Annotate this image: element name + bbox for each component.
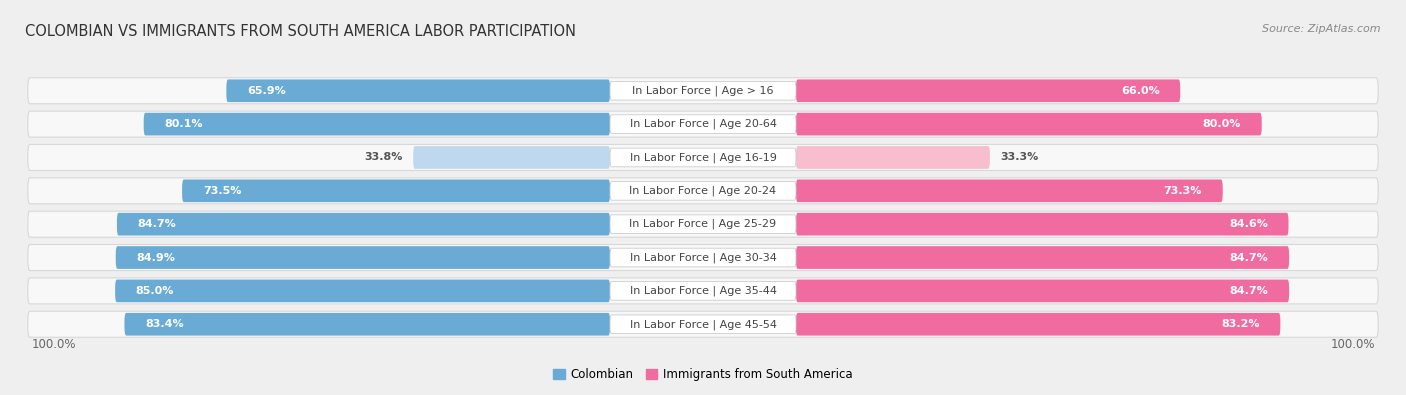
FancyBboxPatch shape — [796, 179, 1223, 202]
FancyBboxPatch shape — [117, 213, 610, 235]
FancyBboxPatch shape — [610, 115, 796, 134]
FancyBboxPatch shape — [610, 181, 796, 200]
FancyBboxPatch shape — [610, 81, 796, 100]
Text: 84.7%: 84.7% — [138, 219, 176, 229]
FancyBboxPatch shape — [796, 146, 990, 169]
FancyBboxPatch shape — [143, 113, 610, 135]
Text: 65.9%: 65.9% — [247, 86, 285, 96]
FancyBboxPatch shape — [125, 313, 610, 336]
Text: 33.3%: 33.3% — [1000, 152, 1039, 162]
FancyBboxPatch shape — [28, 311, 1378, 337]
Text: In Labor Force | Age 45-54: In Labor Force | Age 45-54 — [630, 319, 776, 329]
Text: 66.0%: 66.0% — [1121, 86, 1160, 96]
FancyBboxPatch shape — [115, 280, 610, 302]
Text: Source: ZipAtlas.com: Source: ZipAtlas.com — [1263, 24, 1381, 34]
Text: In Labor Force | Age 16-19: In Labor Force | Age 16-19 — [630, 152, 776, 163]
FancyBboxPatch shape — [796, 213, 1288, 235]
FancyBboxPatch shape — [796, 280, 1289, 302]
Text: In Labor Force | Age 35-44: In Labor Force | Age 35-44 — [630, 286, 776, 296]
FancyBboxPatch shape — [796, 113, 1261, 135]
Text: 80.1%: 80.1% — [165, 119, 202, 129]
Text: In Labor Force | Age 30-34: In Labor Force | Age 30-34 — [630, 252, 776, 263]
FancyBboxPatch shape — [28, 145, 1378, 171]
Text: 84.6%: 84.6% — [1229, 219, 1268, 229]
FancyBboxPatch shape — [28, 78, 1378, 104]
Text: 84.9%: 84.9% — [136, 252, 176, 263]
FancyBboxPatch shape — [610, 282, 796, 300]
Text: 73.5%: 73.5% — [202, 186, 242, 196]
FancyBboxPatch shape — [610, 248, 796, 267]
Text: 80.0%: 80.0% — [1202, 119, 1241, 129]
Text: In Labor Force | Age 25-29: In Labor Force | Age 25-29 — [630, 219, 776, 229]
FancyBboxPatch shape — [28, 245, 1378, 271]
FancyBboxPatch shape — [226, 79, 610, 102]
Legend: Colombian, Immigrants from South America: Colombian, Immigrants from South America — [553, 368, 853, 381]
Text: COLOMBIAN VS IMMIGRANTS FROM SOUTH AMERICA LABOR PARTICIPATION: COLOMBIAN VS IMMIGRANTS FROM SOUTH AMERI… — [25, 24, 576, 39]
FancyBboxPatch shape — [610, 215, 796, 233]
Text: 100.0%: 100.0% — [1330, 339, 1375, 352]
FancyBboxPatch shape — [610, 315, 796, 334]
Text: In Labor Force | Age > 16: In Labor Force | Age > 16 — [633, 85, 773, 96]
Text: 83.4%: 83.4% — [145, 319, 184, 329]
FancyBboxPatch shape — [183, 179, 610, 202]
FancyBboxPatch shape — [796, 313, 1281, 336]
Text: 33.8%: 33.8% — [364, 152, 404, 162]
FancyBboxPatch shape — [28, 211, 1378, 237]
Text: 84.7%: 84.7% — [1230, 252, 1268, 263]
FancyBboxPatch shape — [28, 278, 1378, 304]
FancyBboxPatch shape — [28, 111, 1378, 137]
FancyBboxPatch shape — [413, 146, 610, 169]
Text: In Labor Force | Age 20-64: In Labor Force | Age 20-64 — [630, 119, 776, 130]
FancyBboxPatch shape — [796, 246, 1289, 269]
Text: 100.0%: 100.0% — [31, 339, 76, 352]
FancyBboxPatch shape — [610, 148, 796, 167]
Text: 73.3%: 73.3% — [1164, 186, 1202, 196]
FancyBboxPatch shape — [115, 246, 610, 269]
Text: 85.0%: 85.0% — [136, 286, 174, 296]
Text: 84.7%: 84.7% — [1230, 286, 1268, 296]
Text: 83.2%: 83.2% — [1222, 319, 1260, 329]
FancyBboxPatch shape — [28, 178, 1378, 204]
Text: In Labor Force | Age 20-24: In Labor Force | Age 20-24 — [630, 186, 776, 196]
FancyBboxPatch shape — [796, 79, 1180, 102]
